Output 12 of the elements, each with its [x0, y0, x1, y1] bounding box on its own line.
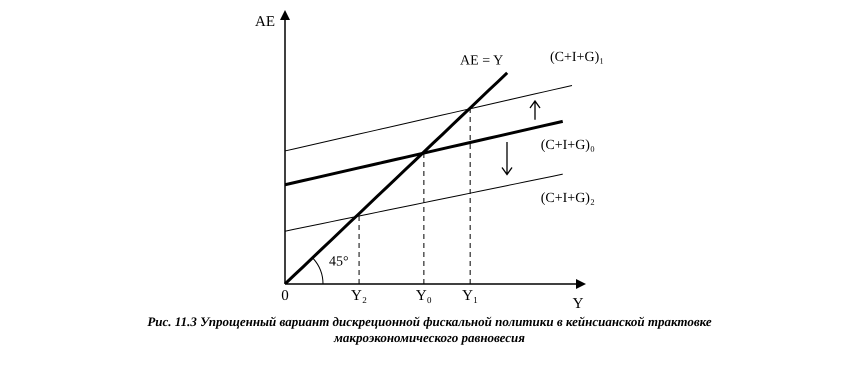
x-tick-label: Y₁ [462, 288, 478, 304]
y-axis-title: AE [255, 14, 275, 30]
series-label: (C+I+G)₁ [550, 50, 604, 66]
series-label: AE = Y [460, 53, 504, 68]
series-label: (C+I+G)₀ [540, 138, 595, 154]
series-label: (C+I+G)₂ [540, 190, 595, 206]
annotation: 45° [329, 254, 349, 270]
text: Рис. 11.3 Упрощенный вариант дискреционной фискальной политики в кейнсианской трактовке макроэкономического равновесия [147, 314, 712, 345]
x-tick-label: 0 [281, 288, 289, 304]
x-tick-label: Y₀ [416, 288, 432, 304]
x-tick-label: Y₂ [351, 288, 368, 304]
x-axis-title: Y [572, 296, 584, 312]
